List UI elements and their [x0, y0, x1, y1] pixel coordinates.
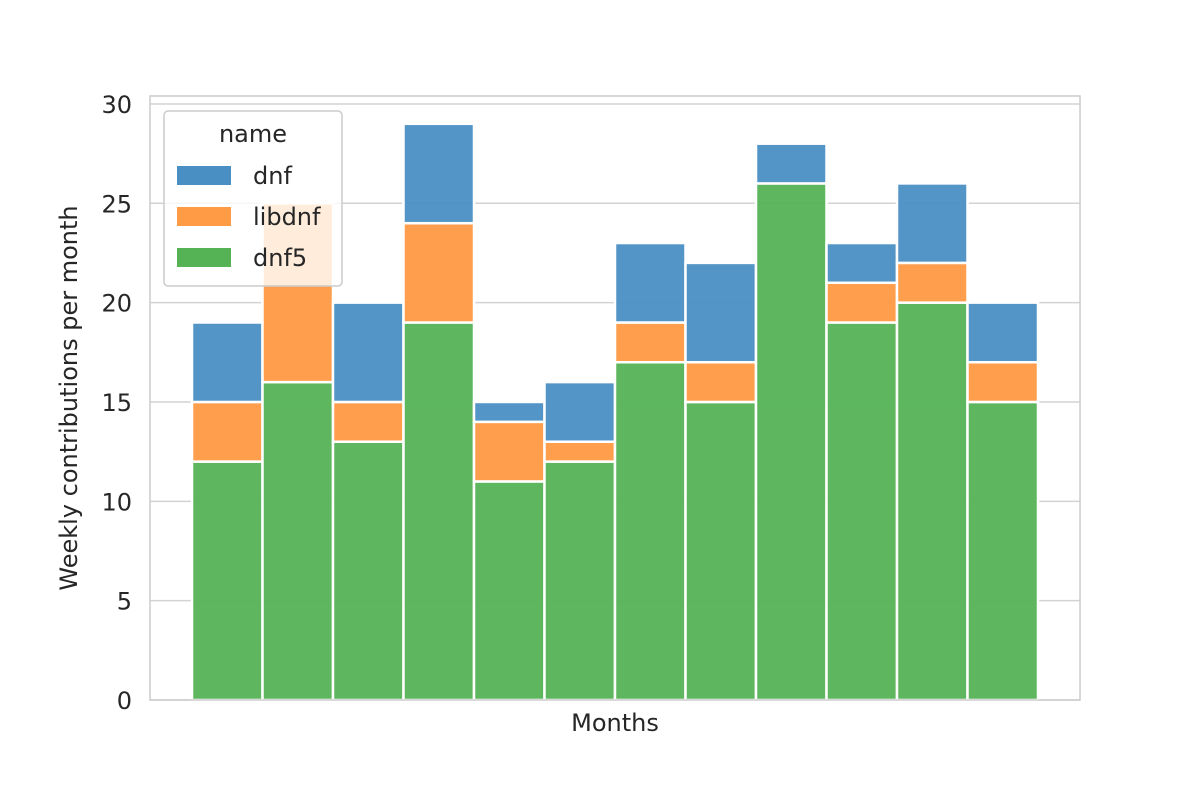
y-axis-label: Weekly contributions per month [55, 205, 83, 590]
y-tick-label: 15 [101, 389, 132, 417]
y-tick-labels: 0 5 10 15 20 25 30 [101, 91, 132, 715]
y-tick-label: 0 [117, 687, 132, 715]
bar-dnf [402, 122, 476, 225]
bar-libdnf [613, 321, 687, 364]
plot-frame [149, 95, 1081, 701]
legend-title: name [219, 120, 287, 148]
bar-dnf5 [966, 400, 1040, 702]
bar-dnf5 [895, 301, 969, 702]
y-tick-label: 20 [101, 290, 132, 318]
bar-dnf [895, 182, 969, 265]
bar-dnf [190, 321, 264, 404]
bar-libdnf [966, 360, 1040, 404]
x-axis-label: Months [571, 709, 659, 737]
y-tick-label: 10 [101, 488, 132, 516]
bar-dnf5 [331, 440, 405, 702]
legend-label-libdnf: libdnf [253, 203, 321, 231]
bar-dnf5 [684, 400, 758, 702]
bars [190, 122, 1040, 702]
bar-dnf [966, 301, 1040, 364]
bar-dnf [331, 301, 405, 404]
bar-dnf5 [613, 360, 687, 702]
y-tick-label: 30 [101, 91, 132, 119]
legend: name dnf libdnf dnf5 [163, 110, 343, 287]
bar-dnf5 [190, 460, 264, 702]
bar-dnf [754, 142, 828, 185]
bar-dnf5 [261, 380, 335, 702]
bar-dnf [472, 400, 546, 424]
bar-dnf5 [543, 460, 617, 702]
legend-swatch-dnf [177, 166, 231, 185]
bar-libdnf [331, 400, 405, 443]
y-tick-label: 25 [101, 190, 132, 218]
bar-libdnf [825, 281, 899, 324]
bar-dnf [543, 380, 617, 443]
legend-label-dnf: dnf [253, 162, 292, 190]
bar-dnf5 [402, 321, 476, 702]
bar-dnf [684, 261, 758, 364]
legend-swatch-libdnf [177, 207, 231, 226]
bar-libdnf [895, 261, 969, 304]
y-tick-label: 5 [117, 588, 132, 616]
bar-libdnf [472, 420, 546, 483]
bar-libdnf [543, 440, 617, 463]
bar-libdnf [684, 360, 758, 404]
bar-libdnf [402, 221, 476, 324]
bar-dnf [613, 241, 687, 324]
bar-libdnf [190, 400, 264, 463]
legend-swatch-dnf5 [177, 248, 231, 267]
bar-dnf5 [754, 182, 828, 702]
bar-dnf5 [472, 480, 546, 702]
bar-dnf5 [825, 321, 899, 702]
legend-label-dnf5: dnf5 [253, 244, 307, 272]
legend-box [163, 110, 343, 287]
bar-dnf [825, 241, 899, 285]
